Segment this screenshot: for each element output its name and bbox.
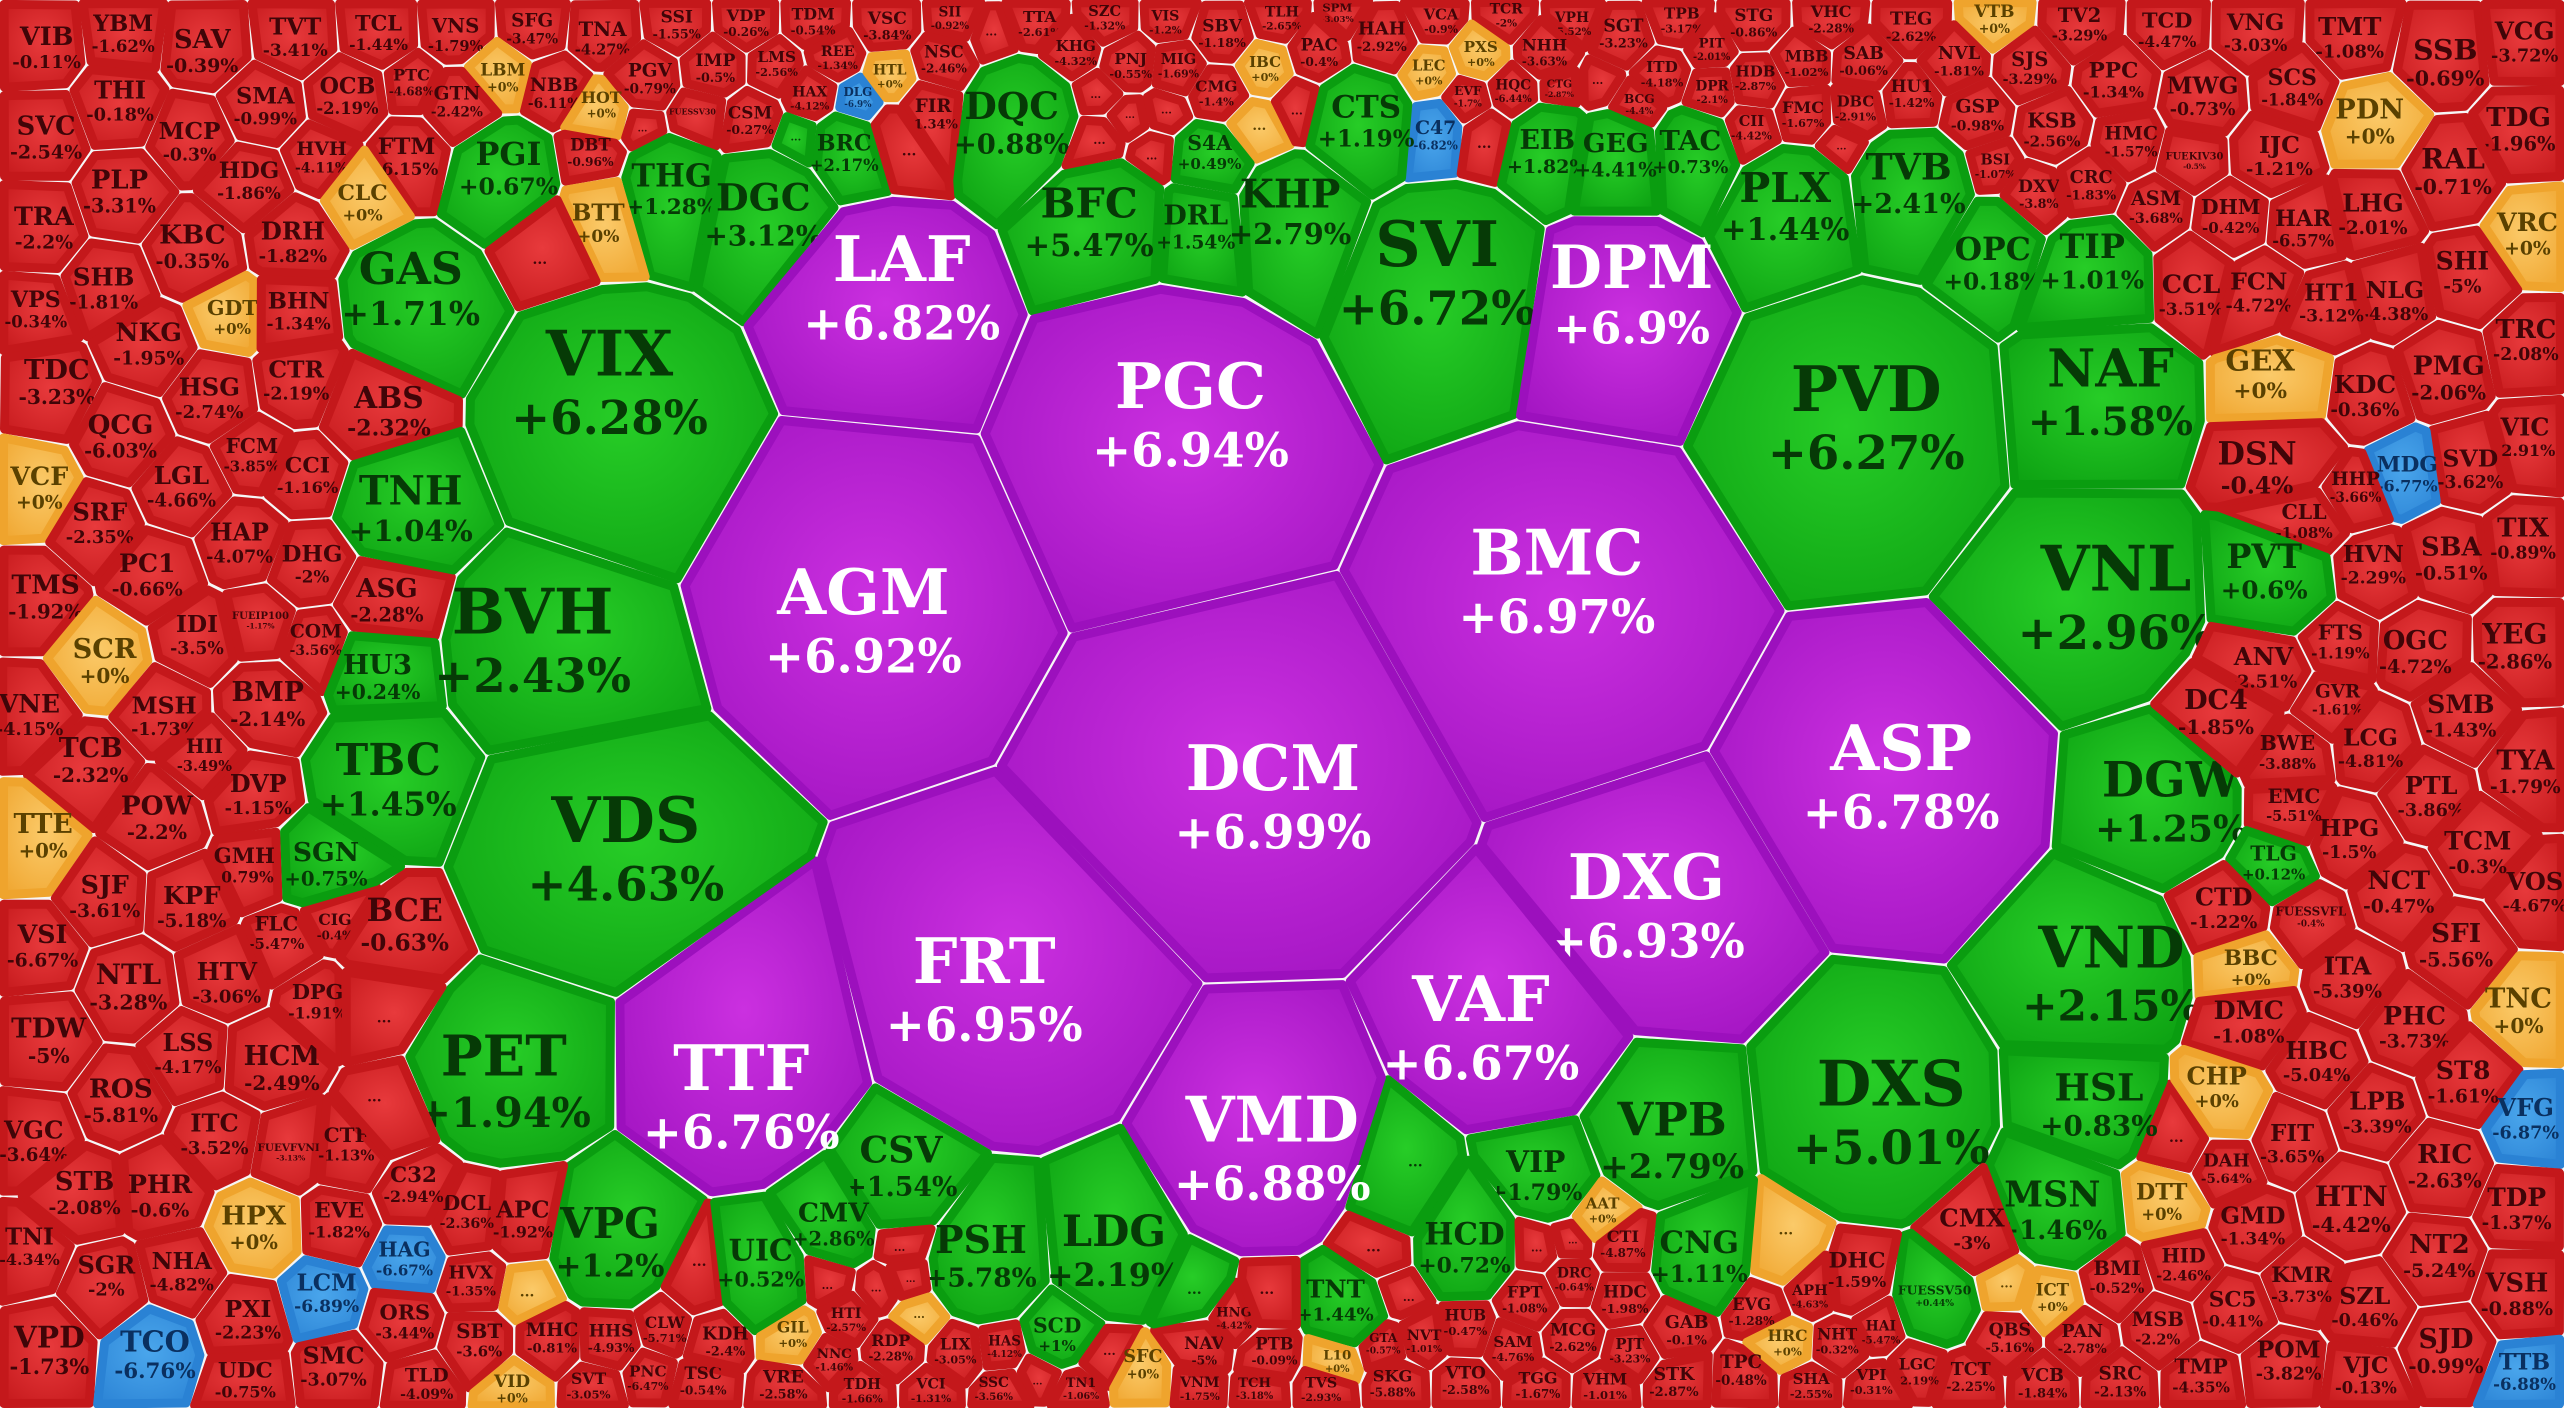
- cell-TCH[interactable]: TCH-3.18%: [1228, 1370, 1292, 1408]
- cell-TRA[interactable]: TRA-2.2%: [0, 180, 89, 273]
- cell-ORS[interactable]: ORS-3.44%: [358, 1287, 445, 1363]
- cell-SMC[interactable]: SMC-3.07%: [290, 1329, 384, 1408]
- cell-LCM[interactable]: LCM-6.89%: [276, 1255, 369, 1344]
- cell-BHN[interactable]: BHN-1.34%: [256, 275, 344, 353]
- cell-PMG[interactable]: PMG-2.06%: [2393, 319, 2496, 425]
- cell-IBC[interactable]: IBC+0%: [1234, 39, 1294, 98]
- cell-DRL[interactable]: DRL+1.54%: [1156, 183, 1247, 297]
- cell-DPR[interactable]: DPR-2.1%: [1681, 67, 1735, 118]
- cell-dots-8[interactable]: ...: [1143, 88, 1194, 136]
- cell-FMC[interactable]: FMC-1.67%: [1774, 84, 1832, 145]
- cell-UDC[interactable]: UDC-0.75%: [190, 1350, 296, 1408]
- cell-VCG[interactable]: VCG-3.72%: [2480, 0, 2564, 87]
- cell-GEG[interactable]: GEG+4.41%: [1569, 109, 1662, 216]
- cell-MCG[interactable]: MCG-2.62%: [1541, 1308, 1606, 1374]
- cell-TDP[interactable]: TDP-1.37%: [2472, 1164, 2564, 1251]
- cell-SBV[interactable]: SBV-1.18%: [1191, 0, 1254, 64]
- cell-HAS[interactable]: HAS-4.12%: [978, 1319, 1026, 1371]
- cell-VIS[interactable]: VIS-1.2%: [1139, 0, 1202, 43]
- cell-SVT[interactable]: SVT-3.05%: [556, 1361, 629, 1408]
- cell-SVC[interactable]: SVC-2.54%: [0, 90, 91, 181]
- cell-CSM[interactable]: CSM-0.27%: [719, 85, 784, 154]
- cell-HDB[interactable]: HDB-2.87%: [1729, 52, 1785, 109]
- cell-DBT[interactable]: DBT-0.96%: [553, 129, 627, 186]
- cell-HAG[interactable]: HAG-6.67%: [362, 1225, 446, 1294]
- cell-GEX[interactable]: GEX+0%: [2205, 335, 2335, 424]
- cell-HU3[interactable]: HU3+0.24%: [323, 631, 447, 715]
- cell-VSH[interactable]: VSH-0.88%: [2471, 1249, 2564, 1340]
- cell-SJD[interactable]: SJD-0.99%: [2397, 1302, 2497, 1408]
- cell-EVE[interactable]: EVE-1.82%: [300, 1185, 383, 1268]
- cell-VNM[interactable]: VNM-1.75%: [1169, 1364, 1229, 1408]
- cell-SBA[interactable]: SBA-0.51%: [2401, 506, 2494, 615]
- cell-SHA[interactable]: SHA-2.55%: [1778, 1361, 1843, 1408]
- cell-NSC[interactable]: NSC-2.46%: [910, 31, 980, 91]
- cell-VSC[interactable]: VSC-3.84%: [852, 0, 922, 52]
- cell-PNC[interactable]: PNC-6.47%: [622, 1347, 678, 1408]
- cell-dots-22[interactable]: ...: [1514, 1216, 1558, 1273]
- cell-dots-24[interactable]: ...: [873, 1224, 936, 1265]
- cell-HHS[interactable]: HHS-4.93%: [579, 1307, 641, 1371]
- cell-VTO[interactable]: VTO-2.58%: [1431, 1357, 1501, 1408]
- cell-NAF[interactable]: NAF+1.58%: [1999, 323, 2205, 490]
- cell-ASG[interactable]: ASG-2.28%: [333, 556, 456, 641]
- cell-dots-25[interactable]: ...: [885, 1258, 932, 1301]
- cell-DRC[interactable]: DRC-0.64%: [1545, 1258, 1600, 1308]
- cell-TIX[interactable]: TIX-0.89%: [2482, 495, 2564, 598]
- cell-HVX[interactable]: HVX-1.35%: [436, 1251, 507, 1313]
- cell-TCL[interactable]: TCL-1.44%: [335, 0, 419, 70]
- cell-C47[interactable]: C47-6.82%: [1403, 98, 1463, 183]
- cell-VIB[interactable]: VIB-0.11%: [0, 0, 86, 92]
- cell-FUEVFVND[interactable]: FUEVFVND-3.13%: [250, 1094, 327, 1196]
- cell-HVN[interactable]: HVN-2.29%: [2333, 524, 2418, 620]
- cell-SKG[interactable]: SKG-5.88%: [1361, 1359, 1431, 1408]
- cell-FUEIP100[interactable]: FUEIP100-1.17%: [222, 583, 296, 662]
- cell-HUB[interactable]: HUB-0.47%: [1438, 1300, 1496, 1358]
- cell-YBM[interactable]: YBM-1.62%: [78, 0, 169, 73]
- cell-NVT[interactable]: NVT-1.01%: [1398, 1303, 1447, 1371]
